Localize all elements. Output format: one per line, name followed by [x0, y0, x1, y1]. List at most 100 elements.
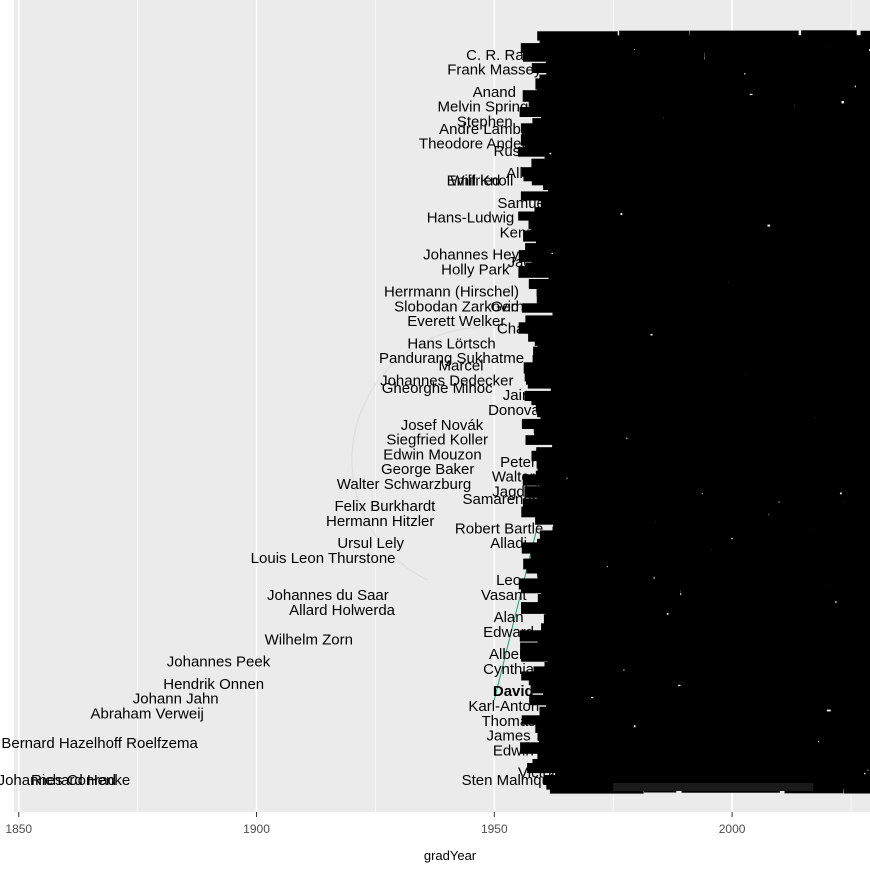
point-label: Louis Leon Thurstone — [251, 550, 396, 567]
point-label: Marcel — [438, 358, 483, 375]
overplotted-label-block — [614, 167, 659, 177]
point-label: Johannes du Saar — [267, 587, 389, 604]
overplotted-label-block — [527, 379, 567, 389]
overplotted-label-block — [752, 87, 864, 97]
point-label: Charles — [497, 321, 549, 338]
point-label: C. R. Rao — [466, 47, 532, 64]
point-label: Hans Lörtsch — [407, 335, 495, 352]
point-label: Theodore Anderson — [419, 136, 551, 153]
overplotted-label-block — [525, 315, 559, 325]
point-label: Holly Park — [441, 261, 510, 278]
x-tick-label: 1950 — [481, 822, 508, 836]
point-label: Johannes Peek — [167, 654, 271, 671]
point-label: Johannes Heyn — [423, 247, 527, 264]
overplotted-label-block — [793, 355, 870, 365]
overplotted-label-block — [689, 378, 725, 390]
point-label: Robert Bartle — [455, 520, 543, 537]
overplotted-label-block — [522, 303, 572, 313]
dense-label-cluster — [517, 30, 870, 794]
point-label: Jacob — [508, 254, 548, 271]
overplotted-label-block — [549, 782, 644, 794]
point-label: Johann Jahn — [133, 691, 219, 708]
overplotted-label-block — [844, 782, 870, 794]
overplotted-label-block — [528, 279, 561, 289]
overplotted-label-block — [574, 447, 609, 457]
point-label: David — [493, 683, 534, 700]
point-label: Wilhelm Zorn — [265, 631, 353, 648]
point-label: Edwin — [493, 742, 534, 759]
overplotted-label-block — [812, 211, 868, 221]
point-label: Alan — [494, 609, 524, 626]
point-label: Melvin Springer — [437, 99, 541, 116]
point-label: Josef Novák — [401, 417, 484, 434]
point-label: Johannes Conrad — [0, 772, 116, 789]
point-label: Hans-Ludwig — [427, 210, 515, 227]
overplotted-label-block — [789, 182, 870, 194]
overplotted-label-block — [847, 370, 870, 382]
overplotted-label-block — [834, 307, 870, 317]
overplotted-label-block — [702, 490, 750, 502]
point-label: Thomas — [482, 713, 536, 730]
faint-arc — [351, 326, 543, 581]
overplotted-label-block — [746, 335, 861, 345]
x-axis-title: gradYear — [424, 848, 477, 863]
point-label: Sten Malmquist — [462, 772, 566, 789]
point-label: Leo — [496, 572, 521, 589]
overplotted-label-block — [533, 422, 579, 434]
overplotted-label-block — [784, 782, 844, 794]
point-label: Edwin Mouzon — [383, 446, 481, 463]
point-label: Bernard Hazelhoff Roelfzema — [1, 735, 198, 752]
overplotted-label-block — [849, 238, 870, 250]
overplotted-label-block — [687, 755, 771, 765]
x-tick-label: 2000 — [719, 822, 746, 836]
overplotted-label-block — [521, 582, 585, 594]
point-label: Donovan — [488, 402, 548, 419]
point-label: Felix Burkhardt — [334, 498, 436, 515]
point-label: Samuel — [497, 195, 548, 212]
point-label: Vasant — [481, 587, 527, 604]
point-label: George Baker — [381, 461, 474, 478]
point-label: Walter — [492, 469, 535, 486]
overplotted-label-block — [532, 759, 650, 770]
point-label: Andre Lamb — [439, 121, 521, 138]
point-label: Victor — [518, 765, 556, 782]
overplotted-label-block — [739, 390, 786, 402]
point-label: Samarendra — [463, 491, 546, 508]
overplotted-label-block — [766, 362, 805, 374]
overplotted-label-block — [518, 250, 552, 262]
point-label: Slobodan Zarkovic — [394, 298, 519, 315]
overplotted-label-block — [554, 298, 592, 310]
point-label: Anand — [473, 84, 516, 101]
overplotted-label-block — [517, 147, 550, 157]
overplotted-label-block — [520, 742, 563, 754]
point-label: Edward — [483, 624, 534, 641]
overplotted-label-block — [613, 783, 814, 791]
point-label: Gerhard — [491, 298, 546, 315]
overplotted-label-block — [631, 294, 732, 306]
x-tick-label: 1850 — [5, 822, 32, 836]
overplotted-label-block — [833, 358, 870, 370]
overplotted-label-block — [761, 666, 838, 678]
point-label: Albert — [489, 646, 529, 663]
x-tick-label: 1900 — [243, 822, 270, 836]
point-label: James — [487, 728, 531, 745]
point-label: Emil Knoll — [447, 173, 514, 190]
point-label: Ursul Lely — [337, 535, 404, 552]
point-label: Stephen — [457, 113, 513, 130]
point-label: Hendrik Onnen — [163, 676, 264, 693]
overplotted-label-block — [833, 230, 870, 241]
point-label: Karl-Anton — [468, 698, 539, 715]
point-label: Walter Schwarzburg — [337, 476, 472, 493]
overplotted-label-block — [521, 650, 563, 662]
point-label: Cynthia — [483, 661, 535, 678]
point-label: Jaime — [503, 387, 543, 404]
point-label: Herrmann (Hirschel) — [384, 284, 519, 301]
point-label: Wilfried — [450, 173, 500, 190]
point-label: Russell — [494, 143, 543, 160]
overplotted-label-block — [860, 83, 870, 93]
point-label: Jagdish — [492, 483, 544, 500]
overplotted-label-block — [699, 178, 790, 190]
overplotted-label-block — [629, 159, 711, 169]
